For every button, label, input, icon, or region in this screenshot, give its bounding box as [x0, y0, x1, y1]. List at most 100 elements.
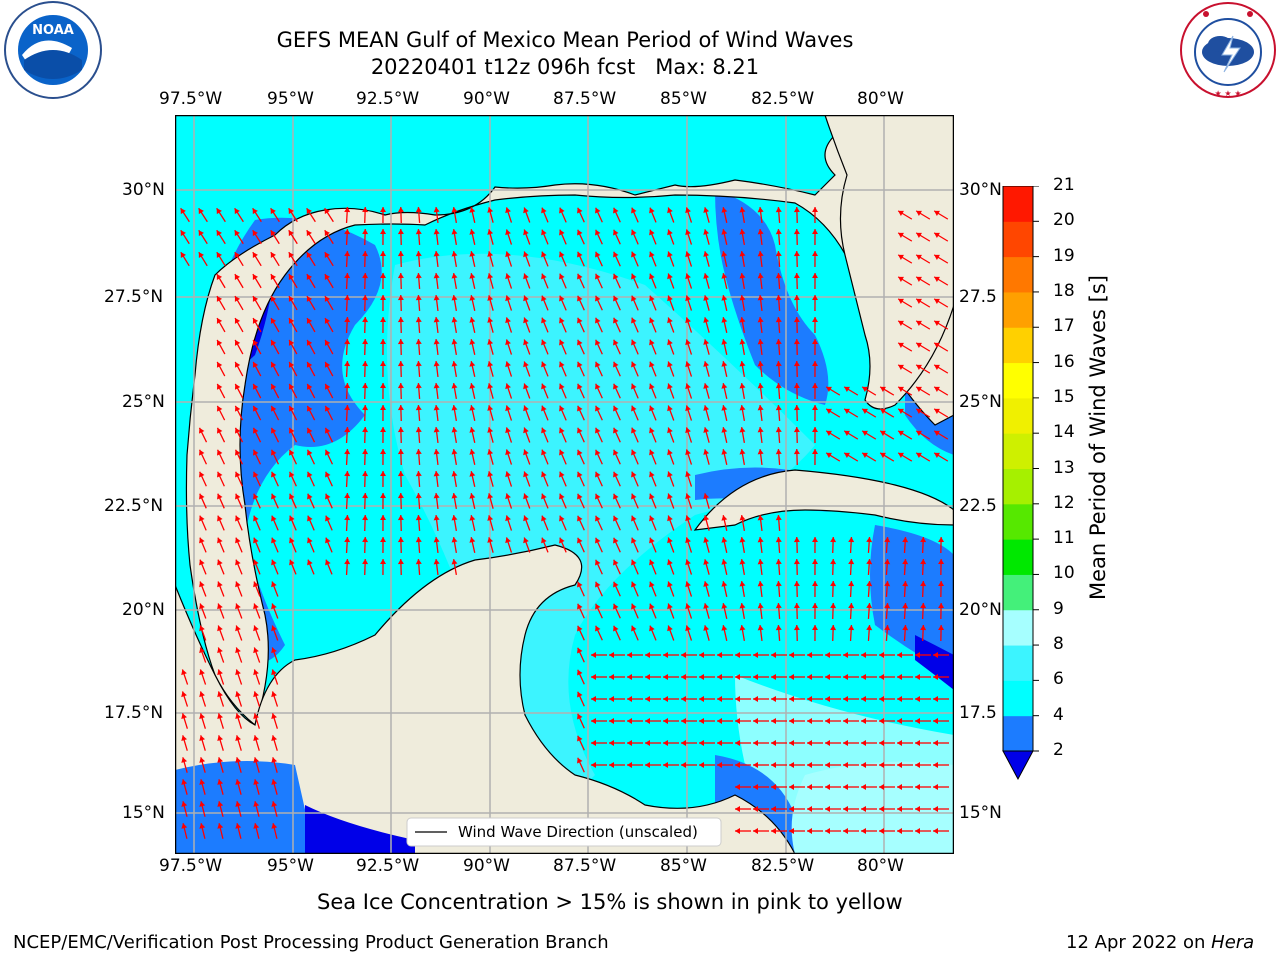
wave-direction-arrowhead: [595, 449, 601, 456]
wave-direction-arrowhead: [288, 230, 294, 237]
wave-direction-arrowhead: [753, 762, 758, 768]
wave-direction-arrowhead: [934, 298, 940, 305]
wave-direction-arrowhead: [631, 339, 637, 346]
wave-direction-arrowhead: [362, 471, 369, 477]
wave-direction-arrowhead: [848, 559, 855, 565]
wave-direction-arrowhead: [344, 449, 351, 455]
wave-direction-arrowhead: [703, 449, 710, 455]
wave-direction-arrowhead: [577, 295, 583, 302]
wave-direction-arrowhead: [199, 449, 205, 456]
wave-direction-arrowhead: [703, 273, 710, 279]
wave-direction-arrowhead: [591, 652, 596, 658]
wave-direction-arrowhead: [344, 559, 351, 565]
wave-direction-arrowhead: [613, 515, 619, 522]
wave-direction-arrowhead: [541, 339, 547, 346]
wave-direction-arrowhead: [469, 295, 476, 301]
wave-direction-arrowhead: [577, 647, 583, 654]
wave-direction-arrowhead: [812, 229, 819, 235]
wave-direction-arrowhead: [199, 537, 205, 544]
wave-direction-arrowhead: [807, 674, 812, 680]
wave-direction-arrowhead: [523, 493, 529, 500]
colorbar-label: Mean Period of Wind Waves [s]: [1086, 275, 1110, 600]
wave-direction-arrowhead: [234, 230, 240, 237]
wave-direction-arrowhead: [735, 718, 740, 724]
wave-direction-arrowhead: [559, 339, 565, 346]
wave-direction-arrowhead: [613, 493, 619, 500]
wave-direction-arrowhead: [469, 427, 476, 433]
wave-direction-arrowhead: [649, 471, 655, 478]
wave-direction-arrowhead: [595, 383, 601, 390]
wave-direction-arrowhead: [271, 559, 277, 566]
wave-direction-arrowhead: [380, 251, 387, 257]
wave-direction-arrowhead: [234, 274, 241, 280]
wave-direction-arrowhead: [362, 427, 369, 433]
wave-direction-arrowhead: [217, 823, 224, 829]
wave-direction-arrowhead: [271, 449, 277, 456]
wave-direction-arrowhead: [181, 669, 187, 676]
wave-direction-arrowhead: [812, 537, 819, 543]
wave-direction-arrowhead: [825, 718, 830, 724]
wave-direction-arrowhead: [771, 718, 776, 724]
wave-direction-arrowhead: [577, 251, 583, 258]
wave-direction-arrowhead: [938, 537, 945, 543]
wave-direction-arrowhead: [595, 405, 601, 412]
wave-direction-arrowhead: [559, 405, 565, 412]
colorbar-tick-label: 4: [1053, 704, 1064, 725]
wave-direction-arrowhead: [577, 361, 583, 368]
wave-direction-arrowhead: [469, 229, 476, 235]
wave-direction-arrowhead: [289, 471, 295, 478]
wave-direction-arrowhead: [270, 252, 276, 259]
wave-direction-arrowhead: [595, 471, 601, 478]
wave-direction-arrowhead: [649, 251, 655, 258]
wave-direction-arrowhead: [933, 740, 938, 746]
wave-direction-arrowhead: [789, 718, 794, 724]
wave-direction-arrowhead: [198, 208, 204, 215]
wave-direction-arrowhead: [898, 452, 904, 459]
wave-direction-arrowhead: [703, 515, 710, 521]
wave-direction-arrowhead: [934, 342, 940, 349]
wave-direction-arrowhead: [933, 828, 938, 834]
wave-direction-arrowhead: [681, 696, 686, 702]
wave-direction-arrowhead: [199, 779, 206, 785]
wave-direction-arrowhead: [541, 273, 547, 280]
wave-direction-arrowhead: [631, 361, 637, 368]
wave-direction-arrowhead: [577, 471, 583, 478]
wave-direction-arrowhead: [812, 625, 819, 631]
wave-direction-arrowhead: [216, 230, 222, 237]
wave-direction-arrowhead: [505, 427, 511, 434]
wave-direction-arrowhead: [487, 427, 494, 433]
wave-direction-arrowhead: [433, 383, 440, 389]
wave-direction-arrowhead: [344, 229, 351, 235]
wave-direction-arrowhead: [271, 735, 278, 741]
wave-direction-arrowhead: [915, 652, 920, 658]
wave-direction-arrowhead: [217, 537, 223, 544]
pacific-water-deep: [305, 805, 415, 854]
wave-direction-arrowhead: [181, 691, 187, 698]
wave-direction-arrowhead: [252, 339, 259, 346]
wave-direction-arrowhead: [344, 295, 351, 301]
wave-direction-arrowhead: [198, 252, 204, 259]
wave-direction-arrowhead: [487, 537, 494, 543]
wave-direction-arrowhead: [289, 559, 295, 566]
wave-direction-arrowhead: [415, 361, 422, 367]
wave-direction-arrowhead: [451, 251, 458, 257]
wave-direction-arrowhead: [898, 430, 904, 437]
wave-direction-arrowhead: [306, 230, 312, 237]
lat-tick-right: 22.5: [959, 496, 997, 516]
wave-direction-arrowhead: [199, 647, 205, 654]
wave-direction-arrowhead: [541, 449, 547, 456]
wave-direction-arrowhead: [216, 383, 223, 390]
colorbar-tick-label: 15: [1053, 386, 1075, 407]
wave-direction-arrowhead: [235, 471, 241, 478]
wave-direction-arrowhead: [577, 713, 583, 720]
wave-direction-arrowhead: [897, 652, 902, 658]
wave-direction-arrowhead: [306, 405, 313, 412]
wave-direction-arrowhead: [595, 581, 601, 588]
wave-direction-arrowhead: [866, 581, 873, 587]
wave-direction-arrowhead: [735, 828, 740, 834]
wave-direction-arrowhead: [861, 674, 866, 680]
wave-direction-arrowhead: [753, 718, 758, 724]
wave-direction-arrowhead: [649, 207, 655, 214]
footer-host: Hera: [1211, 932, 1255, 953]
wave-direction-arrowhead: [793, 603, 800, 609]
